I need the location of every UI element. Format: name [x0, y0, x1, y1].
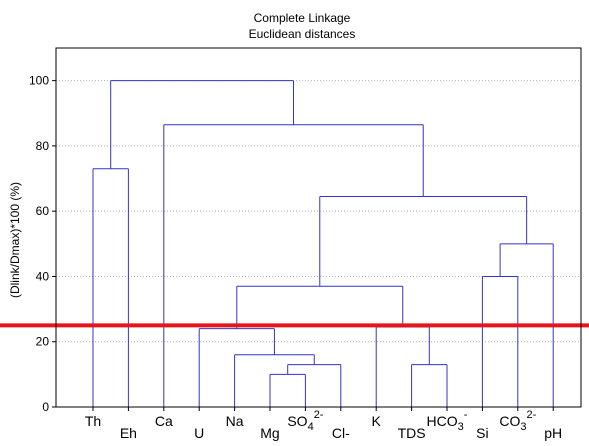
leaf-label-TDS: TDS — [398, 425, 426, 441]
y-tick-label-60: 60 — [36, 204, 50, 218]
leaf-label-K: K — [372, 413, 382, 429]
leaf-label-Na: Na — [226, 413, 244, 429]
y-tick-label-0: 0 — [42, 400, 49, 414]
y-tick-label-100: 100 — [29, 74, 49, 88]
leaf-label-Ca: Ca — [155, 413, 173, 429]
grid-layer — [56, 80, 581, 343]
leaf-label-Si: Si — [476, 425, 488, 441]
y-tick-label-40: 40 — [36, 269, 50, 283]
leaf-label-Cl: Cl- — [332, 425, 350, 441]
leaf-label-Eh: Eh — [120, 425, 137, 441]
leaf-label-CO3: CO32- — [499, 409, 536, 433]
y-axis-label: (Dlink/Dmax)*100 (%) — [8, 182, 22, 298]
leaf-label-Th: Th — [85, 413, 101, 429]
leaf-label-pH: pH — [544, 425, 562, 441]
leaf-label-HCO3: HCO3- — [427, 409, 468, 433]
chart-title: Complete Linkage — [254, 11, 351, 25]
leaf-label-Mg: Mg — [260, 425, 279, 441]
plot-frame — [55, 47, 582, 408]
chart-subtitle: Euclidean distances — [249, 27, 356, 41]
leaf-label-SO4: SO42- — [287, 409, 323, 433]
axis-layer: 0 20 40 60 80 100 — [29, 47, 582, 414]
branch-layer — [92, 80, 554, 407]
leaf-label-U: U — [194, 425, 204, 441]
y-tick-label-80: 80 — [36, 139, 50, 153]
y-tick-label-20: 20 — [36, 335, 50, 349]
